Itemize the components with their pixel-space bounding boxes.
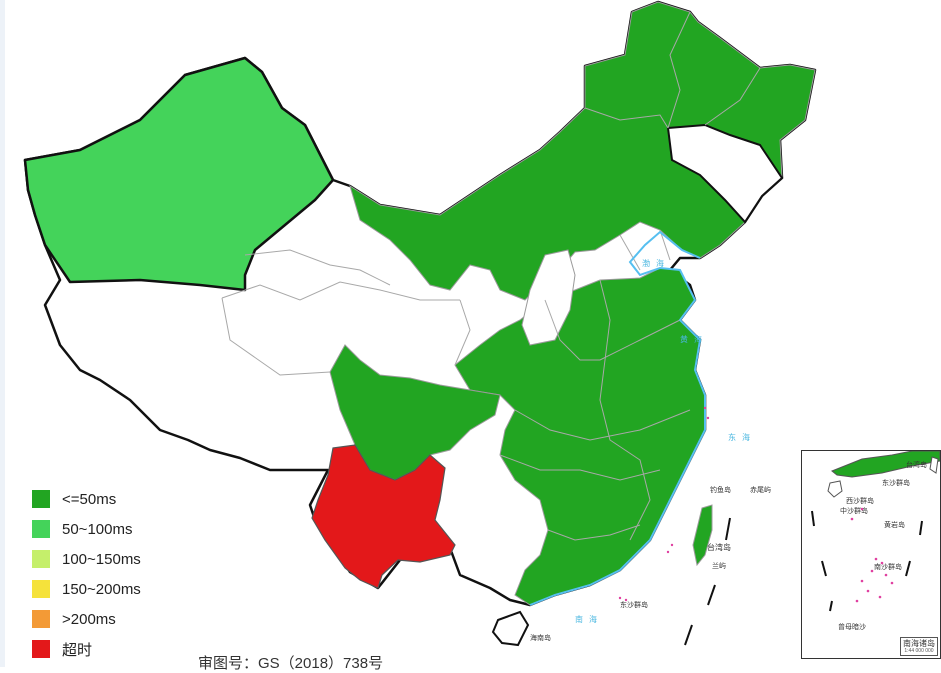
legend-swatch	[32, 610, 50, 628]
label-yellow-sea: 黄海	[680, 334, 708, 344]
legend-item-le50: <=50ms	[32, 484, 141, 514]
inset-label-huangyan: 黄岩岛	[884, 520, 905, 529]
legend-label: >200ms	[62, 610, 116, 628]
label-lanyu: 兰屿	[712, 561, 726, 570]
coastline-highlight	[529, 230, 706, 606]
legend-label: 超时	[62, 641, 93, 659]
region-yunnan-timeout	[311, 444, 456, 589]
label-taiwan: 台湾岛	[707, 542, 731, 552]
island-dots	[618, 406, 710, 602]
province-borders	[221, 11, 761, 541]
legend-item-100-150: 100~150ms	[32, 544, 141, 574]
inset-label-xisha: 西沙群岛	[846, 496, 874, 505]
label-south-sea: 南海	[575, 614, 603, 624]
inset-label-zhongsha: 中沙群岛	[840, 506, 868, 515]
label-dongsha: 东沙群岛	[620, 600, 648, 609]
label-chiwei: 赤尾屿	[750, 485, 771, 494]
inset-caption: 南海诸岛 1:44 000 000	[900, 637, 938, 656]
legend-label: <=50ms	[62, 490, 117, 508]
inset-label-nansha: 南沙群岛	[874, 562, 902, 571]
region-shanxi-nodata	[521, 249, 576, 346]
nine-dash-hints	[684, 517, 731, 646]
legend-item-50-100: 50~100ms	[32, 514, 141, 544]
taiwan-island	[692, 504, 713, 567]
label-bohai: 渤海	[642, 258, 670, 268]
legend-label: 150~200ms	[62, 580, 141, 598]
map-approval-number: 审图号：GS（2018）738号	[198, 655, 384, 672]
inset-caption-scale: 1:44 000 000	[904, 648, 934, 654]
inset-mainland	[831, 451, 940, 478]
map-legend: <=50ms 50~100ms 100~150ms 150~200ms >200…	[32, 484, 141, 664]
legend-item-gt200: >200ms	[32, 604, 141, 634]
region-xinjiang	[23, 56, 335, 292]
inset-label-taiwan: 台湾岛	[906, 460, 927, 469]
legend-swatch	[32, 490, 50, 508]
inset-island-dots	[850, 507, 894, 603]
legend-label: 50~100ms	[62, 520, 133, 538]
label-east-sea: 东海	[728, 432, 756, 442]
label-hainan: 海南岛	[530, 633, 551, 642]
inset-label-dongsha: 东沙群岛	[882, 478, 910, 487]
legend-label: 100~150ms	[62, 550, 141, 568]
label-diaoyu: 钓鱼岛	[710, 485, 731, 494]
inset-caption-title: 南海诸岛	[903, 639, 935, 648]
legend-swatch	[32, 580, 50, 598]
legend-swatch	[32, 550, 50, 568]
inset-label-zengmu: 曾母暗沙	[838, 622, 866, 631]
legend-item-150-200: 150~200ms	[32, 574, 141, 604]
hainan-island	[491, 610, 530, 647]
inset-dashes	[811, 510, 923, 612]
legend-swatch	[32, 520, 50, 538]
inset-hainan	[827, 480, 843, 498]
legend-swatch	[32, 640, 50, 658]
legend-item-timeout: 超时	[32, 634, 141, 664]
inset-taiwan	[929, 456, 939, 474]
region-liaoning-nodata	[666, 123, 784, 224]
page-edge-strip	[0, 0, 5, 667]
south-china-sea-inset: 台湾岛 东沙群岛 西沙群岛 中沙群岛 黄岩岛 南沙群岛 曾母暗沙 南海诸岛 1:…	[801, 450, 941, 659]
inset-map: 台湾岛 东沙群岛 西沙群岛 中沙群岛 黄岩岛 南沙群岛 曾母暗沙	[811, 451, 940, 631]
